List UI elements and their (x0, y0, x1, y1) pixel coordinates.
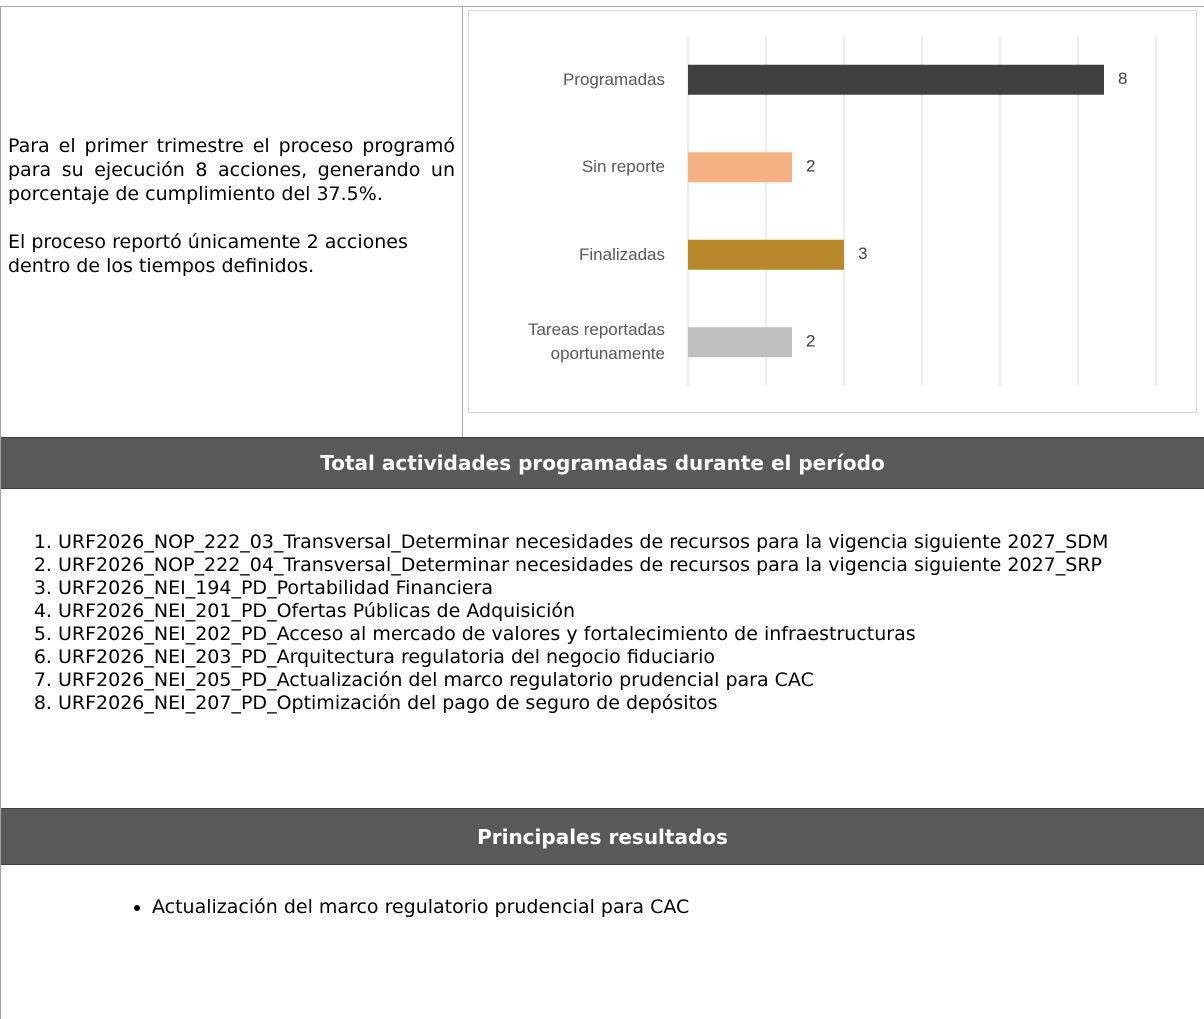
bar (688, 239, 844, 270)
activity-item: URF2026_NOP_222_04_Transversal_Determina… (58, 554, 1148, 577)
border (0, 6, 1204, 7)
category-label: Programadas (562, 69, 665, 89)
activity-item: URF2026_NEI_201_PD_Ofertas Públicas de A… (58, 600, 1148, 623)
activity-item: URF2026_NOP_222_03_Transversal_Determina… (58, 531, 1148, 554)
bar (688, 327, 792, 358)
activity-item: URF2026_NEI_205_PD_Actualización del mar… (58, 669, 1148, 692)
activity-item: URF2026_NEI_194_PD_Portabilidad Financie… (58, 577, 1148, 600)
bar (688, 152, 792, 183)
result-item: Actualización del marco regulatorio prud… (152, 895, 1152, 919)
chart-plot: 8 2 3 2 (687, 36, 1157, 386)
category-label: Tareas reportadas oportunamente (527, 320, 665, 364)
border (462, 6, 463, 437)
summary: Para el primer trimestre el proceso prog… (8, 134, 455, 302)
data-label: 3 (858, 244, 867, 263)
result-list: Actualización del marco regulatorio prud… (0, 895, 1152, 919)
activity-item: URF2026_NEI_203_PD_Arquitectura regulato… (58, 646, 1148, 669)
data-label: 2 (806, 157, 815, 176)
section-header: Total actividades programadas durante el… (1, 437, 1204, 489)
activity-item: URF2026_NEI_207_PD_Optimización del pago… (58, 692, 1148, 715)
activity-item: URF2026_NEI_202_PD_Acceso al mercado de … (58, 623, 1148, 646)
chart: 8 2 3 2 Programadas Sin reporte Finalizadas Ta… (468, 10, 1197, 413)
paragraph: El proceso reportó únicamente 2 acciones… (8, 231, 408, 277)
section-header: Principales resultados (1, 808, 1204, 865)
border (0, 6, 1, 1019)
category-label: Sin reporte (581, 157, 665, 177)
bar (688, 64, 1104, 95)
data-label: 8 (1118, 69, 1127, 88)
data-label: 2 (806, 332, 815, 351)
category-label: Finalizadas (579, 244, 665, 264)
activity-list: URF2026_NOP_222_03_Transversal_Determina… (0, 531, 1148, 715)
paragraph: Para el primer trimestre el proceso prog… (8, 135, 455, 205)
